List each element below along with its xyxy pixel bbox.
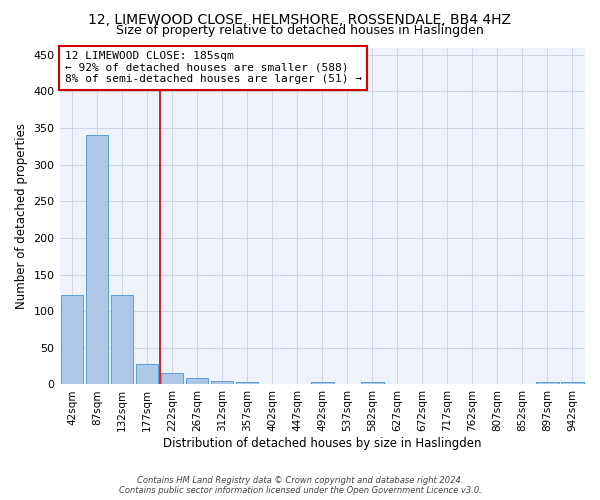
Bar <box>136 364 158 384</box>
Text: Size of property relative to detached houses in Haslingden: Size of property relative to detached ho… <box>116 24 484 37</box>
Bar <box>161 372 184 384</box>
X-axis label: Distribution of detached houses by size in Haslingden: Distribution of detached houses by size … <box>163 437 482 450</box>
Text: 12, LIMEWOOD CLOSE, HELMSHORE, ROSSENDALE, BB4 4HZ: 12, LIMEWOOD CLOSE, HELMSHORE, ROSSENDAL… <box>89 12 511 26</box>
Bar <box>311 382 334 384</box>
Bar <box>186 378 208 384</box>
Bar <box>361 382 383 384</box>
Text: 12 LIMEWOOD CLOSE: 185sqm
← 92% of detached houses are smaller (588)
8% of semi-: 12 LIMEWOOD CLOSE: 185sqm ← 92% of detac… <box>65 51 362 84</box>
Bar <box>86 136 109 384</box>
Bar <box>561 382 584 384</box>
Bar <box>211 381 233 384</box>
Bar <box>236 382 259 384</box>
Y-axis label: Number of detached properties: Number of detached properties <box>15 123 28 309</box>
Bar <box>61 295 83 384</box>
Bar <box>536 382 559 384</box>
Text: Contains HM Land Registry data © Crown copyright and database right 2024.
Contai: Contains HM Land Registry data © Crown c… <box>119 476 481 495</box>
Bar <box>111 295 133 384</box>
